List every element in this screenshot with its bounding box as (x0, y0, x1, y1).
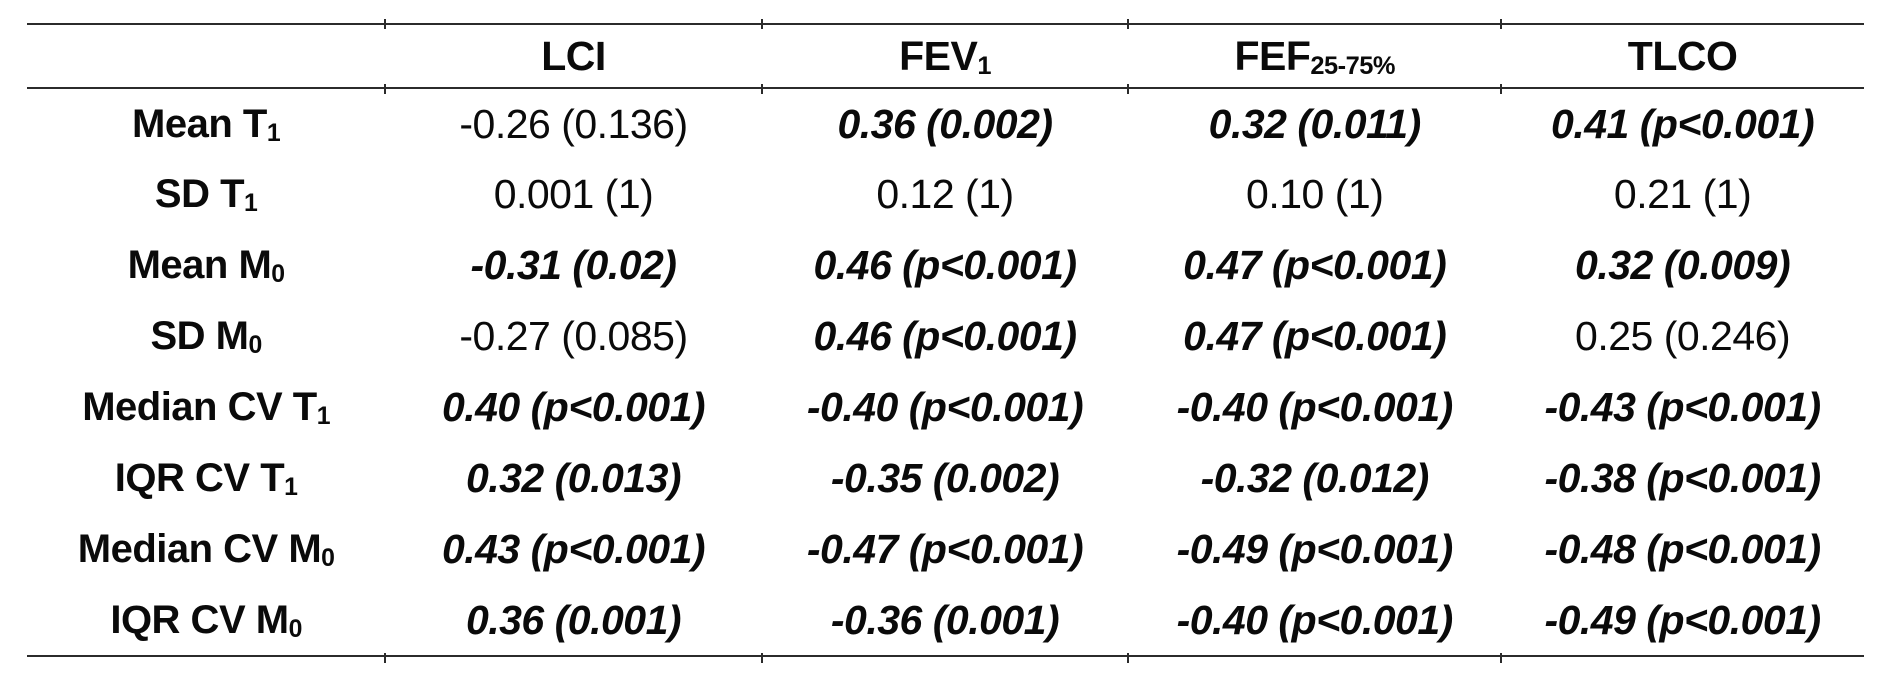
column-header-fev1: FEV1 (762, 24, 1128, 88)
table-row: IQR CV M0 0.36 (0.001) -0.36 (0.001) -0.… (27, 585, 1864, 656)
value-cell: 0.21 (1) (1613, 171, 1752, 217)
column-header-tlco: TLCO (1501, 24, 1864, 88)
row-label-subscript: 1 (284, 474, 298, 502)
value-cell: -0.31 (0.02) (470, 242, 677, 288)
value-cell: 0.47 (p<0.001) (1183, 242, 1447, 288)
value-cell: 0.36 (0.002) (837, 100, 1053, 147)
column-header-label: TLCO (1627, 32, 1738, 79)
column-header-fef2575: FEF25-75% (1128, 24, 1501, 88)
row-label: IQR CV M0 (27, 585, 385, 656)
row-label-subscript: 0 (248, 332, 262, 360)
value-cell: 0.40 (p<0.001) (441, 384, 706, 430)
row-label-text: Median CV T (82, 385, 317, 429)
column-separator-tick (760, 84, 763, 94)
row-label: Median CV M0 (27, 514, 385, 585)
column-separator-tick (1500, 653, 1503, 663)
row-label-subscript: 1 (316, 403, 331, 431)
table-row: Mean M0 -0.31 (0.02) 0.46 (p<0.001) 0.47… (27, 230, 1864, 301)
column-separator-tick (384, 653, 387, 663)
value-cell: -0.40 (p<0.001) (1176, 384, 1454, 430)
value-cell: -0.48 (p<0.001) (1544, 526, 1821, 572)
table-row: Median CV M0 0.43 (p<0.001) -0.47 (p<0.0… (27, 514, 1864, 585)
value-cell: -0.36 (0.001) (830, 596, 1060, 643)
correlation-table-container: LCI FEV1 FEF25-75% TLCO Mean T1 -0.26 (0… (27, 19, 1864, 663)
value-cell: -0.40 (p<0.001) (806, 384, 1084, 430)
value-cell: 0.46 (p<0.001) (813, 242, 1077, 288)
row-label-text: IQR CV T (114, 456, 285, 500)
table-row: IQR CV T1 0.32 (0.013) -0.35 (0.002) -0.… (27, 443, 1864, 514)
value-cell: -0.49 (p<0.001) (1176, 526, 1454, 572)
column-separator-tick (1127, 19, 1130, 29)
value-cell: 0.32 (0.013) (465, 455, 682, 501)
table-row: SD M0 -0.27 (0.085) 0.46 (p<0.001) 0.47 … (27, 301, 1864, 372)
value-cell: 0.10 (1) (1246, 171, 1384, 217)
value-cell: 0.12 (1) (876, 171, 1014, 217)
value-cell: -0.43 (p<0.001) (1544, 384, 1821, 430)
value-cell: -0.49 (p<0.001) (1544, 596, 1821, 643)
row-label: Mean M0 (27, 230, 385, 301)
column-separator-tick (1500, 84, 1503, 94)
row-label-subscript: 0 (288, 615, 303, 643)
value-cell: -0.47 (p<0.001) (806, 526, 1084, 572)
row-label: SD T1 (27, 159, 385, 230)
value-cell: 0.43 (p<0.001) (441, 526, 706, 572)
value-cell: 0.32 (0.009) (1575, 242, 1791, 288)
table-row: Median CV T1 0.40 (p<0.001) -0.40 (p<0.0… (27, 372, 1864, 443)
column-header-lci: LCI (385, 24, 762, 88)
row-label-text: SD M (150, 314, 249, 358)
row-label: IQR CV T1 (27, 443, 385, 514)
row-label-text: Mean M (127, 243, 272, 287)
row-label-subscript: 0 (271, 261, 285, 289)
column-separator-tick (1500, 19, 1503, 29)
row-label: Mean T1 (27, 88, 385, 159)
column-separator-tick (1127, 84, 1130, 94)
row-label-subscript: 0 (321, 545, 335, 573)
value-cell: 0.46 (p<0.001) (813, 313, 1077, 359)
column-separator-tick (1127, 653, 1130, 663)
column-separator-tick (760, 653, 763, 663)
table-row: Mean T1 -0.26 (0.136) 0.36 (0.002) 0.32 … (27, 88, 1864, 159)
column-header-label: FEV (899, 32, 978, 79)
table-row: SD T1 0.001 (1) 0.12 (1) 0.10 (1) 0.21 (… (27, 159, 1864, 230)
corner-cell (27, 24, 385, 88)
correlation-table: LCI FEV1 FEF25-75% TLCO Mean T1 -0.26 (0… (27, 23, 1864, 657)
column-header-label: LCI (541, 32, 606, 79)
value-cell: 0.001 (1) (493, 171, 654, 217)
column-separator-tick (760, 19, 763, 29)
value-cell: -0.38 (p<0.001) (1544, 455, 1821, 501)
header-row: LCI FEV1 FEF25-75% TLCO (27, 24, 1864, 88)
value-cell: 0.32 (0.011) (1208, 100, 1422, 147)
column-header-subscript: 1 (977, 52, 991, 81)
row-label-text: Mean T (132, 101, 267, 146)
value-cell: 0.25 (0.246) (1575, 313, 1791, 359)
row-label-subscript: 1 (266, 119, 281, 147)
value-cell: 0.47 (p<0.001) (1183, 313, 1447, 359)
row-label: Median CV T1 (27, 372, 385, 443)
row-label-subscript: 1 (244, 190, 258, 218)
value-cell: -0.27 (0.085) (459, 313, 688, 359)
value-cell: -0.40 (p<0.001) (1176, 596, 1454, 643)
value-cell: 0.36 (0.001) (465, 596, 682, 643)
value-cell: -0.35 (0.002) (830, 455, 1060, 501)
column-separator-tick (384, 84, 387, 94)
row-label-text: SD T (154, 172, 245, 216)
value-cell: -0.26 (0.136) (459, 100, 688, 147)
value-cell: -0.32 (0.012) (1200, 455, 1430, 501)
column-separator-tick (384, 19, 387, 29)
row-label: SD M0 (27, 301, 385, 372)
column-header-label: FEF (1234, 32, 1311, 79)
row-label-text: IQR CV M (110, 597, 289, 642)
value-cell: 0.41 (p<0.001) (1551, 100, 1815, 147)
column-header-subscript: 25-75% (1310, 52, 1395, 81)
row-label-text: Median CV M (77, 527, 322, 571)
